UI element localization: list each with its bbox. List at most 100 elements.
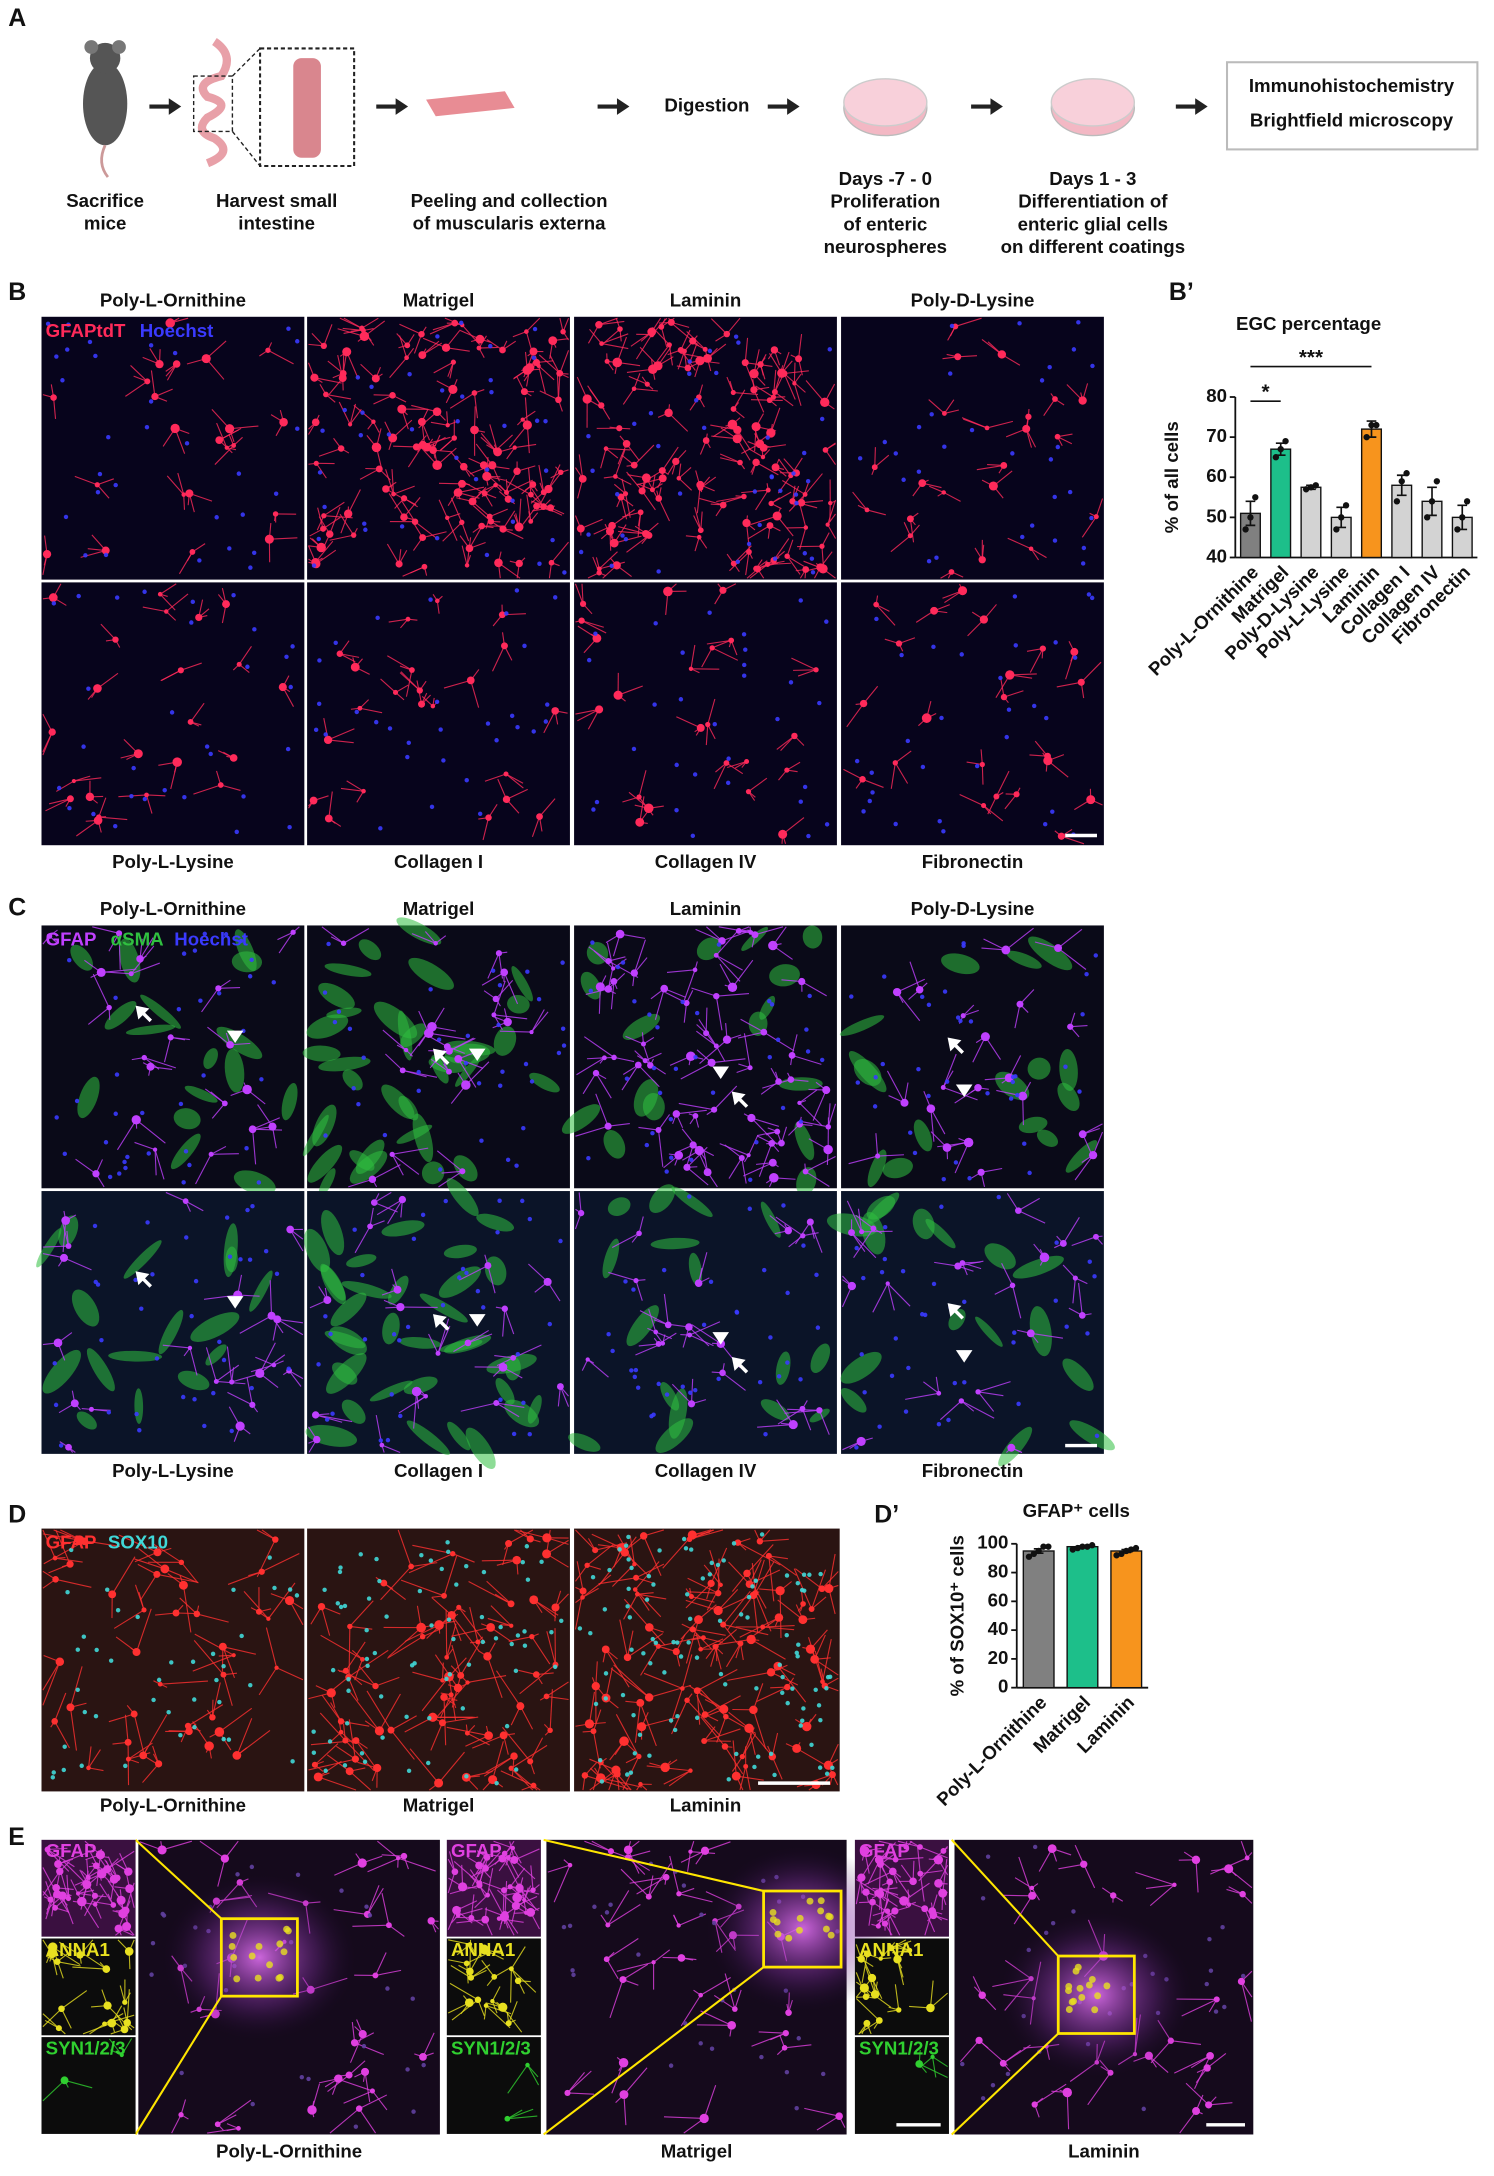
cell [144, 378, 150, 384]
cell [1063, 2088, 1072, 2097]
nucleus [632, 422, 636, 426]
nucleus [537, 997, 541, 1001]
nucleus [736, 560, 740, 564]
nucleus [230, 1429, 234, 1433]
nucleus [170, 710, 174, 714]
nucleus [1049, 457, 1053, 461]
cell [704, 1168, 712, 1176]
nucleus [680, 650, 684, 654]
cell [1027, 1329, 1035, 1337]
nucleus [57, 786, 61, 790]
nucleus [675, 1714, 679, 1718]
nucleus [674, 763, 678, 767]
cell [611, 1055, 616, 1060]
nucleus [330, 1412, 334, 1416]
cell [491, 1974, 497, 1980]
cell [673, 1110, 680, 1117]
cell [408, 1564, 414, 1570]
cell [693, 1113, 699, 1119]
nucleus [317, 702, 321, 706]
cell [701, 1847, 709, 1855]
cell [179, 1581, 188, 1590]
cell [591, 1728, 597, 1734]
nucleus [99, 1338, 103, 1342]
neuron [1103, 1982, 1110, 1989]
cell [459, 520, 464, 525]
cell [372, 1973, 378, 1979]
nucleus [290, 644, 294, 648]
cell [651, 1960, 655, 1964]
cell [936, 1391, 941, 1396]
nucleus [343, 1763, 347, 1767]
cell [103, 2001, 111, 2009]
cell [178, 667, 184, 673]
cell [155, 360, 163, 368]
nucleus [328, 1739, 332, 1743]
cell [604, 1956, 610, 1962]
cell [689, 1594, 694, 1599]
nucleus [510, 714, 514, 718]
cell [683, 1164, 690, 1171]
nucleus [93, 1224, 97, 1228]
nucleus [682, 1883, 686, 1887]
cell [504, 772, 509, 777]
cell [504, 2116, 510, 2122]
nucleus [494, 738, 498, 742]
cell [544, 1694, 550, 1700]
cell [711, 1107, 717, 1113]
nucleus [54, 1403, 58, 1407]
cell [1238, 1978, 1245, 1985]
nucleus [695, 1011, 699, 1015]
cell [215, 985, 221, 991]
cell [102, 1965, 110, 1973]
cell [449, 1692, 454, 1697]
nucleus [883, 1257, 887, 1261]
cell [1094, 514, 1099, 519]
micrograph-background [307, 582, 570, 845]
cell [472, 390, 478, 396]
nucleus [603, 1607, 607, 1611]
nucleus [709, 1280, 713, 1284]
nucleus [205, 744, 209, 748]
step-label: of muscularis externa [413, 213, 606, 234]
cell [771, 394, 776, 399]
cell [499, 525, 506, 532]
cell [419, 534, 426, 541]
neuron [796, 1927, 803, 1934]
nucleus [289, 685, 293, 689]
micrograph [825, 1189, 1119, 1471]
cell [979, 556, 986, 563]
micrograph [42, 925, 305, 1199]
nucleus [752, 1765, 756, 1769]
nucleus [743, 647, 747, 651]
cell [742, 359, 749, 366]
culture-dish-rim [1051, 79, 1134, 126]
cell [129, 971, 134, 976]
cell [450, 1551, 455, 1556]
nucleus [505, 1724, 509, 1728]
cell [412, 1387, 422, 1397]
cell [115, 1925, 123, 1933]
nucleus [780, 1691, 784, 1695]
nucleus [1053, 538, 1057, 542]
cell [422, 564, 428, 570]
cell [820, 398, 829, 407]
nucleus [334, 641, 338, 645]
nucleus [286, 747, 290, 751]
nucleus [194, 1279, 198, 1283]
cell [323, 392, 329, 398]
nucleus [62, 1745, 66, 1749]
nucleus [198, 998, 202, 1002]
nucleus [318, 470, 322, 474]
nucleus [717, 942, 721, 946]
nucleus [411, 2109, 415, 2113]
cell [975, 2037, 982, 2044]
cell [1206, 2052, 1214, 2060]
nucleus [326, 942, 330, 946]
nucleus [81, 744, 85, 748]
nucleus [1012, 1330, 1016, 1334]
nucleus [890, 1374, 894, 1378]
nucleus [1032, 704, 1036, 708]
nucleus [586, 1156, 590, 1160]
nucleus [592, 1905, 596, 1909]
